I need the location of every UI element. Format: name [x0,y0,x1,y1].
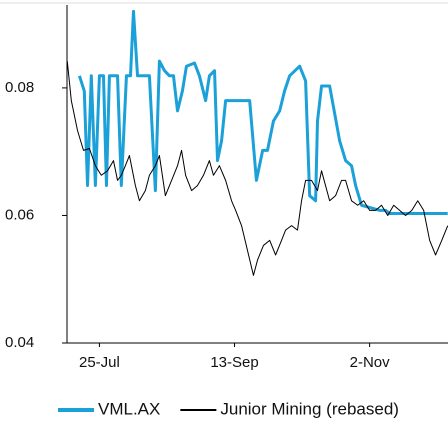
series-line [66,61,448,276]
y-tick-label: 0.06 [5,206,34,223]
series-line [78,9,448,216]
legend-label: Junior Mining (rebased) [220,399,399,418]
y-tick-label: 0.08 [5,79,34,96]
x-tick-label: 13-Sep [210,354,258,371]
x-tick-label: 2-Nov [350,354,391,371]
x-tick-label: 25-Jul [79,354,120,371]
y-tick-label: 0.04 [5,334,34,351]
legend-label: VML.AX [98,399,160,418]
